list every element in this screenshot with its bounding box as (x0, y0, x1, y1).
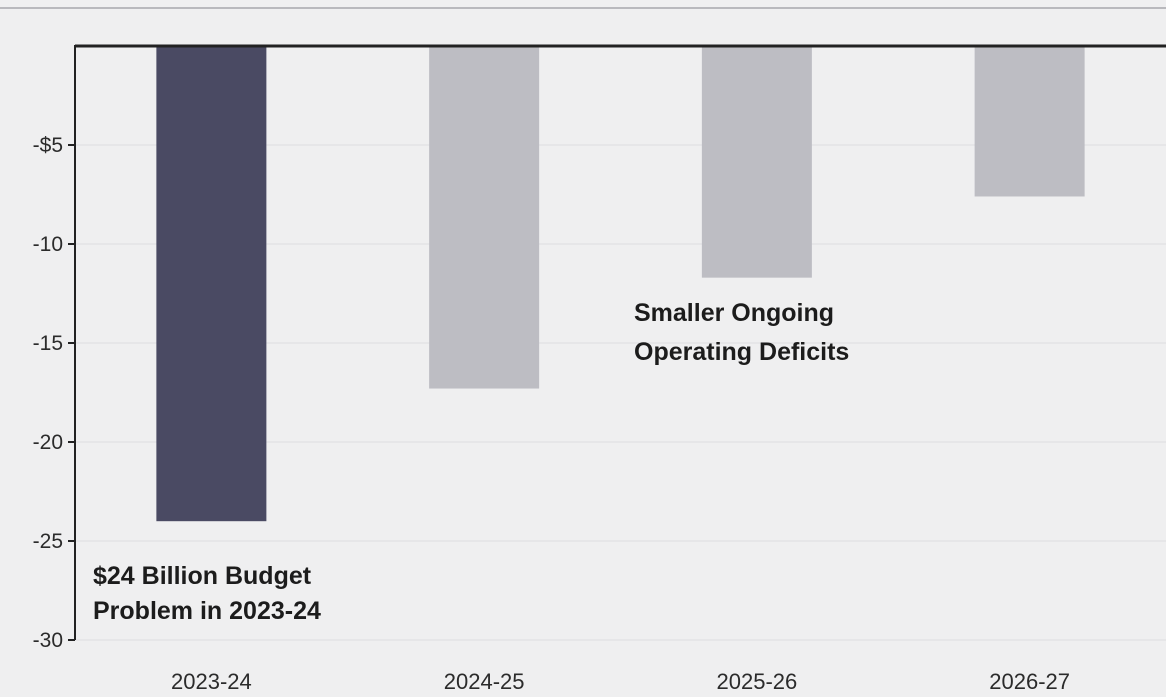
x-axis-labels: 2023-24 2024-25 2025-26 2026-27 (171, 669, 1070, 694)
annotation-budget-problem-line-1: $24 Billion Budget (93, 562, 312, 590)
x-tick-label: 2026-27 (989, 669, 1070, 694)
annotation-budget-problem: $24 Billion Budget Problem in 2023-24 (93, 562, 321, 625)
x-tick-label: 2024-25 (444, 669, 525, 694)
y-tick-label: -15 (33, 332, 63, 355)
annotation-ongoing-deficits-line-2: Operating Deficits (634, 338, 849, 366)
bar-2024-25 (429, 46, 540, 389)
annotation-ongoing-deficits-line-1: Smaller Ongoing (634, 299, 834, 327)
y-tick-label: -10 (33, 233, 63, 256)
bars (156, 46, 1085, 522)
bar-2025-26 (701, 46, 812, 278)
y-tick-label: -25 (33, 530, 63, 553)
bar-2023-24 (156, 46, 267, 522)
y-axis-ticks: -$5 -10 -15 -20 -25 -30 (33, 134, 75, 652)
x-tick-label: 2023-24 (171, 669, 252, 694)
y-tick-label: -30 (33, 629, 63, 652)
annotation-budget-problem-line-2: Problem in 2023-24 (93, 597, 321, 625)
bar-2026-27 (974, 46, 1085, 197)
x-tick-label: 2025-26 (717, 669, 798, 694)
y-tick-label: -$5 (33, 134, 63, 157)
y-tick-label: -20 (33, 431, 63, 454)
annotation-ongoing-deficits: Smaller Ongoing Operating Deficits (634, 299, 849, 366)
